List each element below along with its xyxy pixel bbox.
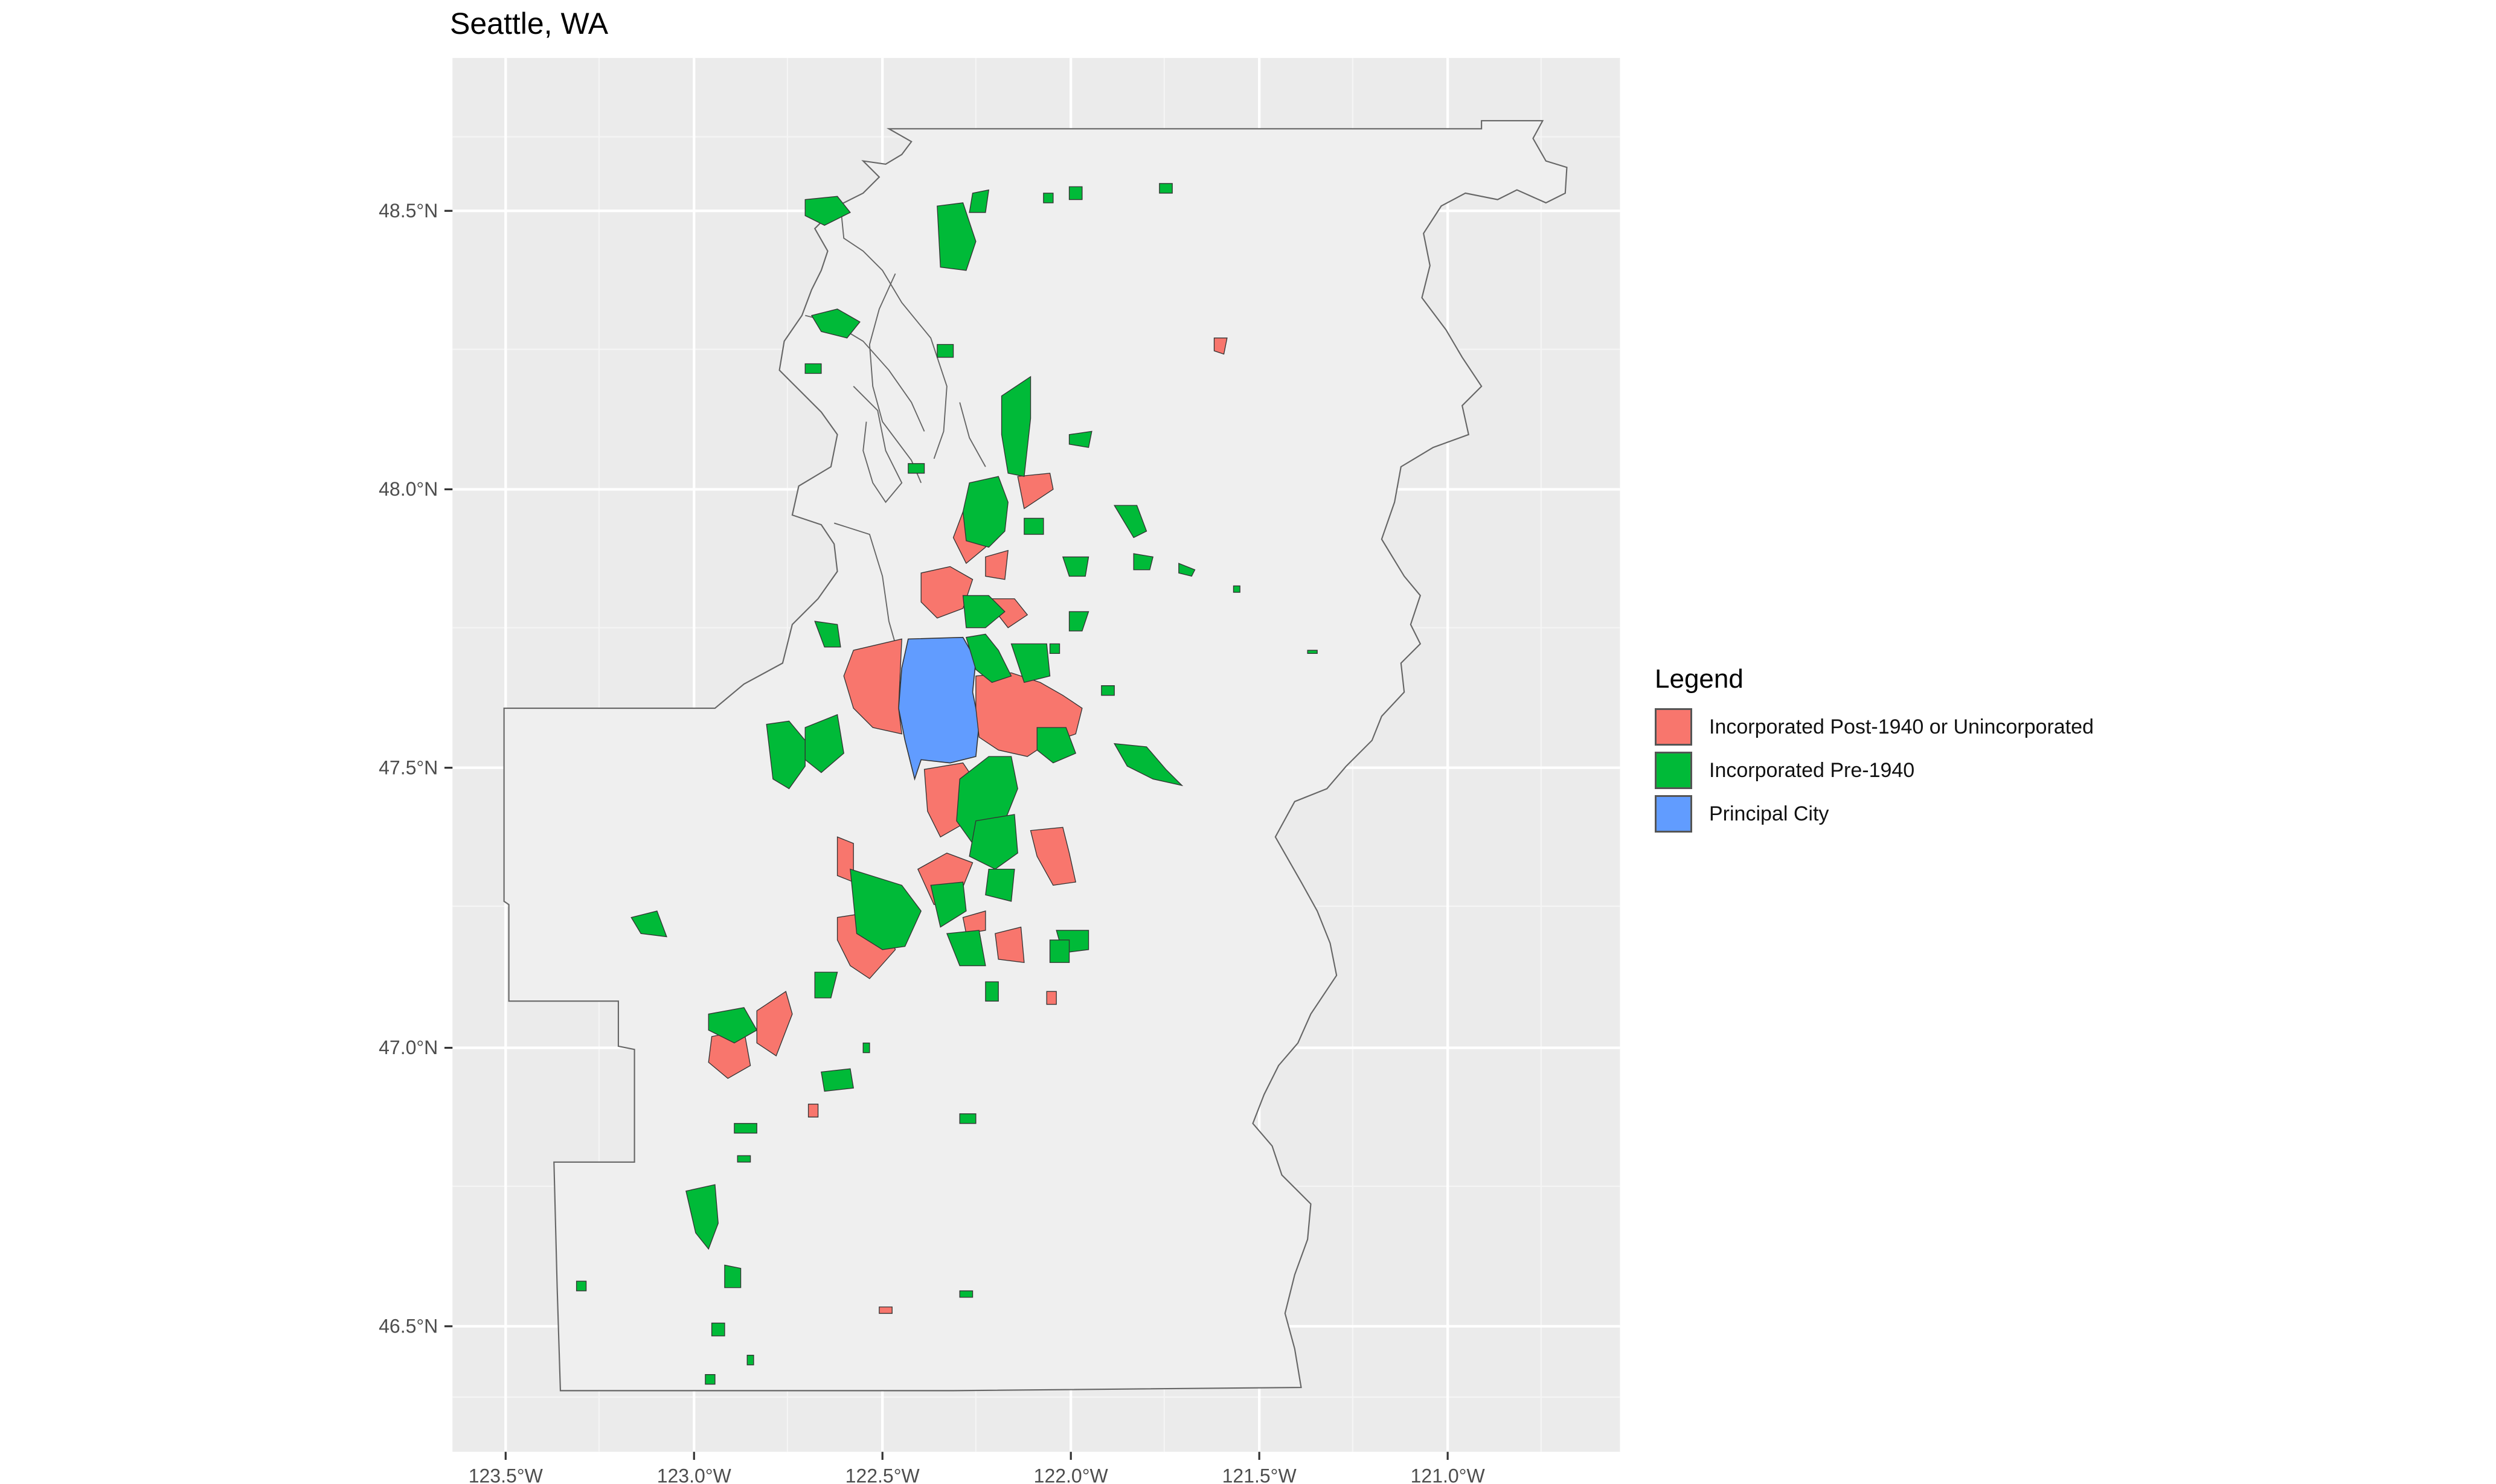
legend-item-principal-city: Principal City — [1655, 792, 2094, 836]
axis-ticks — [444, 209, 1449, 1460]
legend-label: Incorporated Post-1940 or Unincorporated — [1709, 715, 2094, 738]
sound-shorelines — [804, 206, 986, 644]
pre-1940-places — [576, 183, 1318, 1385]
legend-key-principal-city — [1655, 795, 1692, 833]
legend-key-pre-1940 — [1655, 752, 1692, 789]
x-tick-label: 122.0°W — [1034, 1465, 1109, 1484]
x-tick-label: 121.5°W — [1222, 1465, 1297, 1484]
y-tick-label: 47.5°N — [379, 756, 438, 778]
legend-item-pre-1940: Incorporated Pre-1940 — [1655, 749, 2094, 792]
y-tick-label: 48.5°N — [379, 200, 438, 222]
x-tick-label: 123.5°W — [469, 1465, 544, 1484]
legend: Legend Incorporated Post-1940 or Unincor… — [1655, 664, 2094, 836]
y-tick-label: 46.5°N — [379, 1315, 438, 1337]
legend-item-post-1940: Incorporated Post-1940 or Unincorporated — [1655, 705, 2094, 749]
legend-key-post-1940 — [1655, 708, 1692, 746]
map-title: Seattle, WA — [450, 7, 609, 40]
legend-title: Legend — [1655, 664, 1744, 694]
legend-label: Incorporated Pre-1940 — [1709, 758, 1915, 782]
legend-label: Principal City — [1709, 802, 1829, 825]
x-tick-label: 123.0°W — [657, 1465, 732, 1484]
x-tick-label: 122.5°W — [845, 1465, 920, 1484]
metro-boundary — [503, 120, 1568, 1392]
x-tick-labels: 123.5°W 123.0°W 122.5°W 122.0°W 121.5°W … — [469, 1465, 1486, 1484]
x-tick-label: 121.0°W — [1411, 1465, 1486, 1484]
principal-city-seattle — [898, 636, 980, 781]
y-tick-labels: 48.5°N 48.0°N 47.5°N 47.0°N 46.5°N — [379, 200, 438, 1337]
y-tick-label: 48.0°N — [379, 478, 438, 500]
y-tick-label: 47.0°N — [379, 1037, 438, 1058]
post-1940-places — [708, 337, 1228, 1314]
